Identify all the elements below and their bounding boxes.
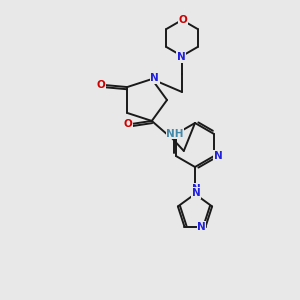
Text: N: N <box>214 151 222 161</box>
Text: N: N <box>177 52 185 62</box>
Text: O: O <box>123 119 132 129</box>
Text: O: O <box>178 15 188 25</box>
Text: NH: NH <box>166 129 184 139</box>
Text: N: N <box>197 222 206 232</box>
Text: N: N <box>150 73 159 83</box>
Text: N: N <box>192 188 200 198</box>
Text: O: O <box>97 80 106 90</box>
Text: N: N <box>192 184 200 194</box>
